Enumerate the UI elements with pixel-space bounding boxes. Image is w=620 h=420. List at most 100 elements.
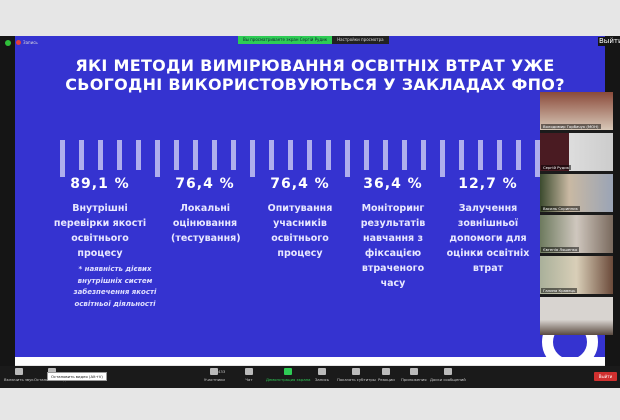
whiteboard-button[interactable]: Доски сообщений <box>430 368 466 382</box>
decorative-bar <box>136 140 141 170</box>
viewing-banner: Вы просматриваете экран Сергій Рудик Нас… <box>238 36 389 44</box>
tooltip: Остановить видео (Alt+V) <box>47 372 107 381</box>
decorative-bar <box>98 140 103 170</box>
record-icon <box>318 368 327 375</box>
decorative-bar <box>231 140 236 170</box>
meeting-toolbar: Включить звук Остановить видео Участники… <box>0 366 620 388</box>
chat-icon <box>245 368 253 375</box>
chat-button[interactable]: Чат <box>245 368 253 382</box>
decorative-bar <box>326 140 331 170</box>
whiteboard-icon <box>443 368 452 375</box>
decorative-bar <box>79 140 84 170</box>
whiteboard-label: Доски сообщений <box>430 377 466 382</box>
method-label: Локальні оцінювання (тестування) <box>171 203 241 244</box>
participant-name: Василь Скрипник <box>541 206 580 211</box>
method-percent: 12,7 % <box>458 176 518 192</box>
recording-indicator[interactable]: Запись <box>16 40 38 45</box>
decorative-bar <box>497 140 502 170</box>
decorative-bars <box>15 140 605 180</box>
decorative-bar <box>535 140 540 177</box>
participant-tile[interactable] <box>540 297 613 335</box>
method-label: Залучення зовнішньої допомоги для оцінки… <box>446 203 530 274</box>
record-dot-icon <box>16 40 21 45</box>
apps-button[interactable]: Приложения <box>401 368 426 382</box>
method-item: 89,1 % Внутрішні перевірки якості освітн… <box>52 176 148 261</box>
participant-tile[interactable]: Євгенія Ляшенко <box>540 215 613 253</box>
method-item: 12,7 % Залучення зовнішньої допомоги для… <box>440 176 536 276</box>
decorative-bar <box>117 140 122 170</box>
reactions-button[interactable]: Реакции <box>378 368 395 382</box>
decorative-bar <box>421 140 426 170</box>
unmute-button[interactable]: Включить звук <box>4 368 34 382</box>
participant-name: Галина Кравець <box>541 288 578 293</box>
reactions-label: Реакции <box>378 377 395 382</box>
method-label: Опитування учасників освітнього процесу <box>267 203 333 259</box>
participant-tile[interactable]: Сергій Рудик <box>540 133 613 171</box>
reactions-icon <box>382 368 391 375</box>
method-percent: 76,4 % <box>175 176 235 192</box>
decorative-bar <box>155 140 160 177</box>
view-options-button[interactable]: Настройки просмотра <box>332 36 389 44</box>
decorative-bar <box>345 140 350 177</box>
record-button[interactable]: Запись <box>315 368 329 382</box>
decorative-bar <box>288 140 293 170</box>
top-bar <box>0 0 620 36</box>
slide-bottom-band <box>15 357 605 365</box>
viewing-text: Вы просматриваете экран Сергій Рудик <box>238 36 333 44</box>
participants-label: Участники <box>204 377 225 382</box>
method-percent: 36,4 % <box>363 176 423 192</box>
decorative-bar <box>212 140 217 170</box>
participant-tile[interactable]: Галина Кравець <box>540 256 613 294</box>
chat-label: Чат <box>245 377 253 382</box>
recording-label: Запись <box>23 40 38 45</box>
left-strip <box>0 36 15 366</box>
participant-tile[interactable]: Василь Скрипник <box>540 174 613 212</box>
share-label: Демонстрация экрана <box>266 377 311 382</box>
footnote: * наявність дієвих внутрішніх систем заб… <box>73 265 157 308</box>
share-screen-icon <box>284 368 293 375</box>
captions-icon <box>352 368 361 375</box>
apps-icon <box>409 368 418 375</box>
participants-count: 433 <box>218 369 226 374</box>
decorative-bar <box>193 140 198 170</box>
decorative-bar <box>440 140 445 177</box>
decorative-bar <box>174 140 179 170</box>
participant-tile[interactable]: Володимир Горбачук (МОН) <box>540 92 613 130</box>
decorative-bar <box>516 140 521 170</box>
captions-label: Показать субтитры <box>337 377 376 382</box>
decorative-bar <box>402 140 407 170</box>
participant-name: Володимир Горбачук (МОН) <box>541 124 601 129</box>
method-percent: 76,4 % <box>270 176 330 192</box>
method-item: 76,4 % Локальні оцінювання (тестування) <box>157 176 253 246</box>
decorative-bar <box>364 140 369 170</box>
method-percent: 89,1 % <box>70 176 130 192</box>
slide-title: ЯКІ МЕТОДИ ВИМІРЮВАННЯ ОСВІТНІХ ВТРАТ УЖ… <box>65 56 565 94</box>
decorative-bar <box>60 140 65 177</box>
unmute-label: Включить звук <box>4 377 34 382</box>
decorative-bar <box>383 140 388 170</box>
method-label: Моніторинг результатів навчання з фіксац… <box>360 203 426 289</box>
microphone-muted-icon <box>14 368 23 375</box>
record-label: Запись <box>315 377 330 382</box>
participant-gallery: Володимир Горбачук (МОН) Сергій Рудик Ва… <box>540 92 613 335</box>
participant-name: Сергій Рудик <box>541 165 572 170</box>
participant-name: Євгенія Ляшенко <box>541 247 580 252</box>
shared-slide: ЯКІ МЕТОДИ ВИМІРЮВАННЯ ОСВІТНІХ ВТРАТ УЖ… <box>15 36 605 357</box>
captions-button[interactable]: Показать субтитры <box>337 368 376 382</box>
method-item: 76,4 % Опитування учасників освітнього п… <box>252 176 348 261</box>
decorative-bar <box>269 140 274 170</box>
method-item: 36,4 % Моніторинг результатів навчання з… <box>345 176 441 291</box>
share-screen-button[interactable]: Демонстрация экрана <box>266 368 310 382</box>
apps-label: Приложения <box>401 377 427 382</box>
leave-button[interactable]: Выйти <box>594 372 617 381</box>
camera-icon <box>48 368 57 375</box>
decorative-bar <box>459 140 464 170</box>
decorative-bar <box>307 140 312 170</box>
method-label: Внутрішні перевірки якості освітнього пр… <box>53 203 147 259</box>
exit-fullscreen-button[interactable]: Выйти <box>598 37 620 46</box>
decorative-bar <box>478 140 483 170</box>
participants-button[interactable]: Участники <box>204 368 225 382</box>
security-shield-icon[interactable] <box>5 40 11 46</box>
participants-icon <box>210 368 219 375</box>
decorative-bar <box>250 140 255 177</box>
